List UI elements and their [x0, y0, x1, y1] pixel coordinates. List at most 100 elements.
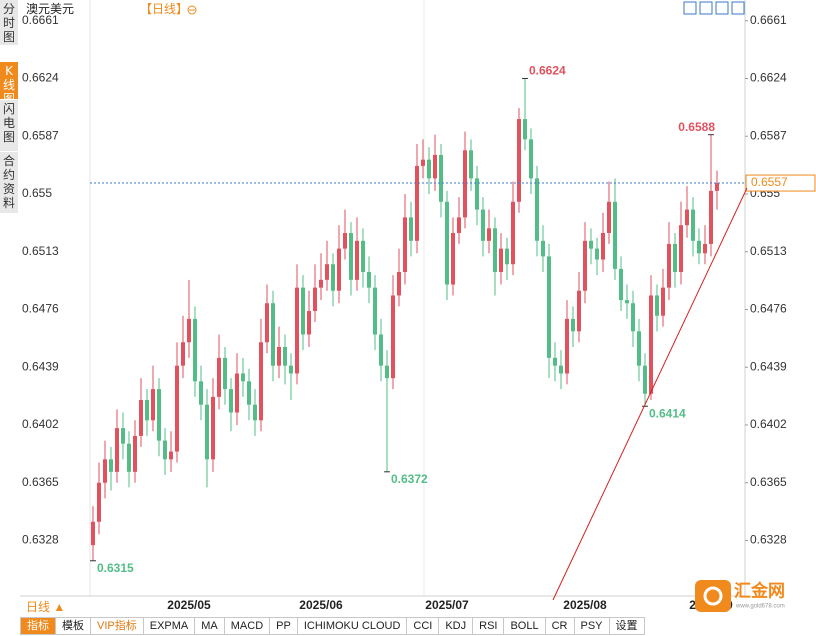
candle-body — [337, 248, 341, 291]
candle-body — [601, 233, 605, 260]
candle-body — [355, 240, 359, 280]
candle-body — [409, 217, 413, 241]
y-tick-label: 0.6624 — [750, 71, 787, 85]
toolbar-tab[interactable]: RSI — [473, 617, 505, 635]
toolbar-tab[interactable]: MACD — [224, 617, 271, 635]
candle-body — [157, 389, 161, 441]
candle-body — [199, 381, 203, 405]
candle-body — [325, 264, 329, 280]
logo-icon — [703, 586, 723, 606]
y-tick-label: 0.6513 — [750, 244, 787, 258]
candle-body — [523, 119, 527, 140]
y-tick-label: 0.6587 — [22, 128, 59, 142]
candle-body — [379, 334, 383, 366]
y-tick-label: 0.6402 — [22, 417, 59, 431]
candle-body — [313, 287, 317, 312]
logo-url: www.gold678.com — [735, 604, 785, 610]
candle-body — [373, 287, 377, 335]
side-tab[interactable]: 合约资料 — [0, 152, 18, 214]
toolbar-tab[interactable]: PP — [270, 617, 298, 635]
toolbar-tab[interactable]: ICHIMOKU CLOUD — [297, 617, 408, 635]
candle-body — [421, 159, 425, 166]
toolbar-tab[interactable]: 模板 — [56, 617, 91, 635]
logo: 汇金网 — [734, 580, 785, 600]
side-tab[interactable]: 闪电图 — [0, 100, 18, 152]
candle-body — [391, 295, 395, 379]
candle-body — [697, 240, 701, 254]
candle-body — [517, 119, 521, 202]
y-tick-label: 0.6513 — [22, 244, 59, 258]
candle-body — [241, 373, 245, 382]
zoom-icon[interactable] — [187, 5, 197, 15]
toolbar-tab[interactable]: MA — [195, 617, 225, 635]
candle-body — [175, 365, 179, 452]
candle-body — [481, 209, 485, 241]
candle-body — [103, 459, 107, 483]
candle-body — [193, 318, 197, 382]
candle-body — [265, 303, 269, 343]
candle-body — [211, 396, 215, 460]
candle-body — [505, 248, 509, 265]
toolbar-tab[interactable]: 设置 — [609, 617, 645, 635]
toolbar-tab[interactable]: CCI — [407, 617, 440, 635]
candle-body — [187, 318, 191, 343]
candle-body — [277, 346, 281, 366]
y-tick-label: 0.6439 — [750, 359, 787, 373]
candle-body — [667, 243, 671, 288]
candle-body — [415, 165, 419, 241]
toolbar-tab[interactable]: KDJ — [439, 617, 474, 635]
candle-body — [487, 228, 491, 241]
toolbar-tab[interactable]: 指标 — [20, 617, 56, 635]
candle-body — [247, 381, 251, 405]
period-button[interactable]: 日线 ▲ — [26, 600, 65, 614]
trend-line[interactable] — [552, 187, 748, 601]
candle-body — [235, 373, 239, 413]
candle-body — [367, 272, 371, 288]
y-tick-label: 0.6402 — [750, 417, 787, 431]
period: 【日线】 — [140, 2, 188, 16]
candle-body — [649, 295, 653, 394]
candle-body — [571, 318, 575, 332]
candle-body — [295, 287, 299, 374]
toolbar-tab[interactable]: CR — [545, 617, 575, 635]
candle-body — [145, 400, 149, 421]
candle-body — [511, 201, 515, 265]
candle-body — [589, 240, 593, 249]
candle-body — [685, 209, 689, 226]
candle-body — [445, 201, 449, 285]
candle-body — [529, 139, 533, 179]
candle-body — [565, 318, 569, 374]
candle-body — [451, 233, 455, 285]
candle-body — [679, 225, 683, 273]
high-label: 0.6588 — [678, 120, 715, 134]
candle-body — [109, 459, 113, 472]
plot: 0.6661 0.6661 0.6624 0.6624 0.6587 0.6587 0.65… — [22, 13, 816, 612]
y-tick-label: 0.6439 — [22, 359, 59, 373]
candle-body — [607, 201, 611, 234]
candle-body — [271, 303, 275, 366]
candle-body — [253, 404, 257, 421]
y-tick-label: 0.655 — [22, 186, 52, 200]
candle-body — [97, 482, 101, 522]
candle-body — [115, 428, 119, 472]
candle-body — [397, 272, 401, 296]
tool-icons[interactable] — [683, 1, 745, 15]
candle-body — [547, 256, 551, 358]
toolbar-tab[interactable]: PSY — [574, 617, 610, 635]
candle-body — [439, 154, 443, 202]
candle-body — [181, 342, 185, 366]
toolbar-tab[interactable]: BOLL — [504, 617, 546, 635]
toolbar-tab[interactable]: EXPMA — [143, 617, 196, 635]
x-tick-label: 2025/06 — [299, 598, 343, 612]
candle-body — [331, 264, 335, 291]
candle-body — [655, 295, 659, 316]
candle-body — [307, 311, 311, 335]
toolbar-tab[interactable]: VIP指标 — [91, 617, 144, 635]
y-tick-label: 0.6661 — [22, 13, 59, 27]
side-tab[interactable]: 分时图 — [0, 0, 18, 46]
candle-body — [289, 365, 293, 374]
candle-body — [127, 443, 131, 472]
candle-body — [433, 154, 437, 179]
candle-body — [703, 243, 707, 254]
y-tick-label: 0.6328 — [750, 533, 787, 547]
